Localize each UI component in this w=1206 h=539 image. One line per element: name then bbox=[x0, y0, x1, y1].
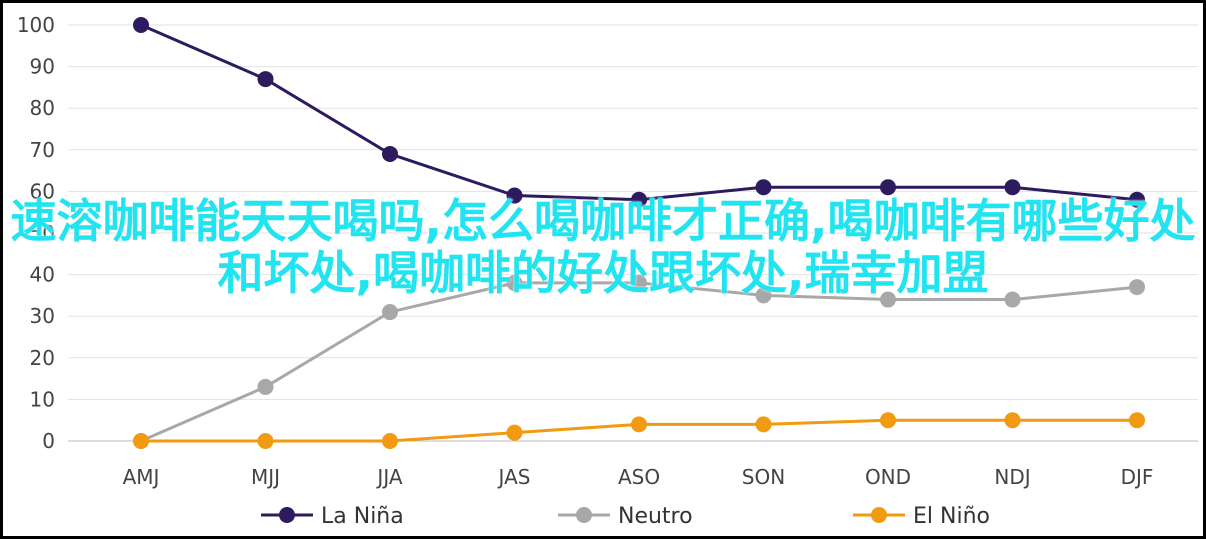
data-point bbox=[257, 71, 274, 88]
data-point bbox=[133, 433, 149, 449]
line-chart: 0 10 20 30 40 50 60 70 80 90 100 AMJ MJJ JJA JAS ASO SO… bbox=[17, 13, 1198, 529]
legend-item: El Niño bbox=[853, 504, 990, 529]
data-point bbox=[382, 304, 398, 321]
data-point bbox=[631, 274, 647, 291]
x-tick-label: AMJ bbox=[123, 465, 160, 489]
data-point bbox=[755, 179, 772, 196]
grid bbox=[68, 24, 1198, 442]
x-axis-labels: AMJ MJJ JJA JAS ASO SON OND NDJ DJF bbox=[123, 465, 1154, 489]
legend-label: La Niña bbox=[321, 504, 404, 529]
data-point bbox=[257, 378, 274, 395]
data-point bbox=[382, 433, 398, 449]
legend-label: Neutro bbox=[618, 504, 693, 529]
legend: La Niña Neutro El Niño bbox=[261, 504, 990, 529]
data-point bbox=[506, 187, 523, 204]
y-tick-label: 20 bbox=[30, 346, 55, 370]
legend-swatch-marker bbox=[576, 507, 592, 523]
data-point bbox=[257, 433, 274, 449]
y-tick-label: 30 bbox=[30, 304, 55, 328]
data-point bbox=[880, 412, 896, 429]
y-tick-label: 90 bbox=[30, 55, 55, 79]
legend-swatch-marker bbox=[279, 507, 295, 523]
series-2 bbox=[133, 412, 1145, 449]
x-tick-label: MJJ bbox=[251, 465, 280, 489]
x-tick-label: SON bbox=[742, 465, 785, 489]
series-0 bbox=[133, 17, 1145, 208]
series bbox=[133, 17, 1145, 449]
legend-item: Neutro bbox=[558, 504, 693, 529]
y-axis-labels: 0 10 20 30 40 50 60 70 80 90 100 bbox=[17, 13, 55, 453]
data-point bbox=[506, 424, 523, 441]
y-tick-label: 100 bbox=[17, 13, 55, 37]
data-point bbox=[880, 291, 896, 308]
y-tick-label: 0 bbox=[42, 429, 55, 453]
legend-item: La Niña bbox=[261, 504, 404, 529]
overlay-title: 速溶咖啡能天天喝吗,怎么喝咖啡才正确,喝咖啡有哪些好处和坏处,喝咖啡的好处跟坏处… bbox=[10, 194, 1196, 300]
x-tick-label: OND bbox=[865, 465, 911, 489]
data-point bbox=[1004, 412, 1021, 429]
data-point bbox=[1004, 179, 1021, 196]
x-tick-label: ASO bbox=[618, 465, 660, 489]
series-1 bbox=[133, 274, 1145, 449]
y-tick-label: 80 bbox=[30, 96, 55, 120]
data-point bbox=[1129, 191, 1145, 208]
x-tick-label: DJF bbox=[1121, 465, 1154, 489]
legend-swatch-marker bbox=[871, 507, 887, 523]
data-point bbox=[755, 416, 772, 433]
y-tick-label: 50 bbox=[30, 221, 55, 245]
data-point bbox=[755, 287, 772, 304]
data-point bbox=[631, 416, 647, 433]
data-point bbox=[880, 179, 896, 196]
x-tick-label: JJA bbox=[375, 465, 402, 489]
legend-label: El Niño bbox=[913, 504, 990, 529]
x-tick-label: NDJ bbox=[994, 465, 1030, 489]
data-point bbox=[506, 274, 523, 291]
data-point bbox=[133, 17, 149, 33]
y-tick-label: 70 bbox=[30, 138, 55, 162]
data-point bbox=[631, 191, 647, 208]
y-tick-label: 10 bbox=[30, 387, 55, 411]
data-point bbox=[1004, 291, 1021, 308]
data-point bbox=[1129, 412, 1145, 429]
data-point bbox=[1129, 279, 1145, 296]
y-tick-label: 60 bbox=[30, 179, 55, 203]
x-tick-label: JAS bbox=[497, 465, 531, 489]
data-point bbox=[382, 145, 398, 162]
y-tick-label: 40 bbox=[30, 263, 55, 287]
series-line bbox=[140, 23, 1138, 202]
